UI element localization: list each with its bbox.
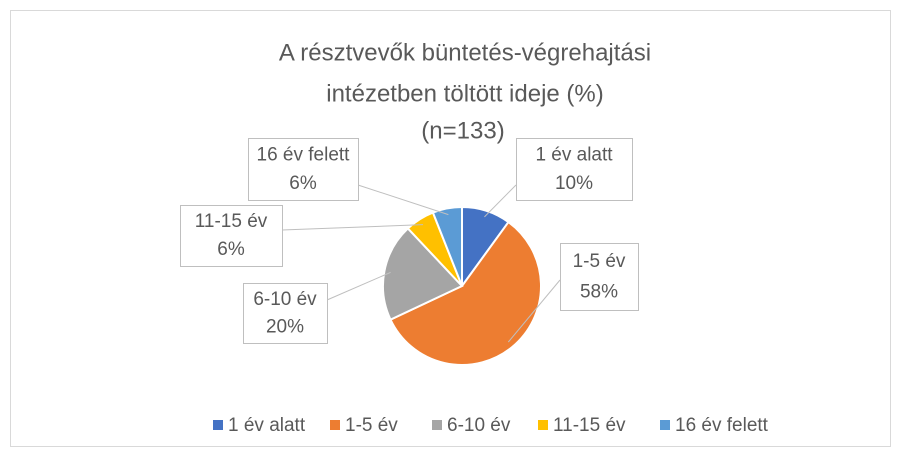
legend-label: 1 év alatt [228, 415, 306, 436]
chart-title: A résztvevők büntetés-végrehajtási [279, 39, 651, 66]
legend-label: 11-15 év [553, 415, 626, 436]
data-label-category: 11-15 év [195, 211, 268, 232]
legend-label: 6-10 év [447, 415, 511, 436]
leader-line [326, 271, 391, 301]
legend-label: 1-5 év [345, 415, 398, 436]
leader-line [281, 224, 424, 231]
data-label: 10% [555, 173, 593, 194]
legend-label: 16 év felett [675, 415, 769, 436]
chart-title: intézetben töltött ideje (%) [326, 80, 604, 107]
data-label: 58% [580, 282, 618, 303]
pie-slice [382, 226, 464, 321]
data-label: 6% [289, 173, 317, 194]
legend-swatch [213, 420, 223, 430]
legend-swatch [432, 420, 442, 430]
legend-swatch [538, 420, 548, 430]
label-box [180, 205, 283, 267]
data-label: 6% [217, 239, 245, 260]
chart-title: (n=133) [421, 117, 504, 144]
pie-slice [431, 205, 463, 287]
data-label-category: 6-10 év [253, 289, 317, 310]
leader-line [484, 184, 517, 218]
label-box [560, 243, 639, 311]
legend-swatch [660, 420, 670, 430]
legend-swatch [330, 420, 340, 430]
label-box [248, 138, 359, 201]
data-label-category: 1-5 év [573, 251, 626, 272]
label-box [243, 283, 328, 344]
label-box [516, 138, 633, 201]
pie-slice [389, 220, 542, 366]
data-label-category: 16 év felett [257, 144, 351, 165]
data-label-category: 1 év alatt [535, 144, 613, 165]
data-label: 20% [266, 316, 304, 337]
leader-line [507, 279, 561, 343]
leader-line [357, 184, 449, 216]
